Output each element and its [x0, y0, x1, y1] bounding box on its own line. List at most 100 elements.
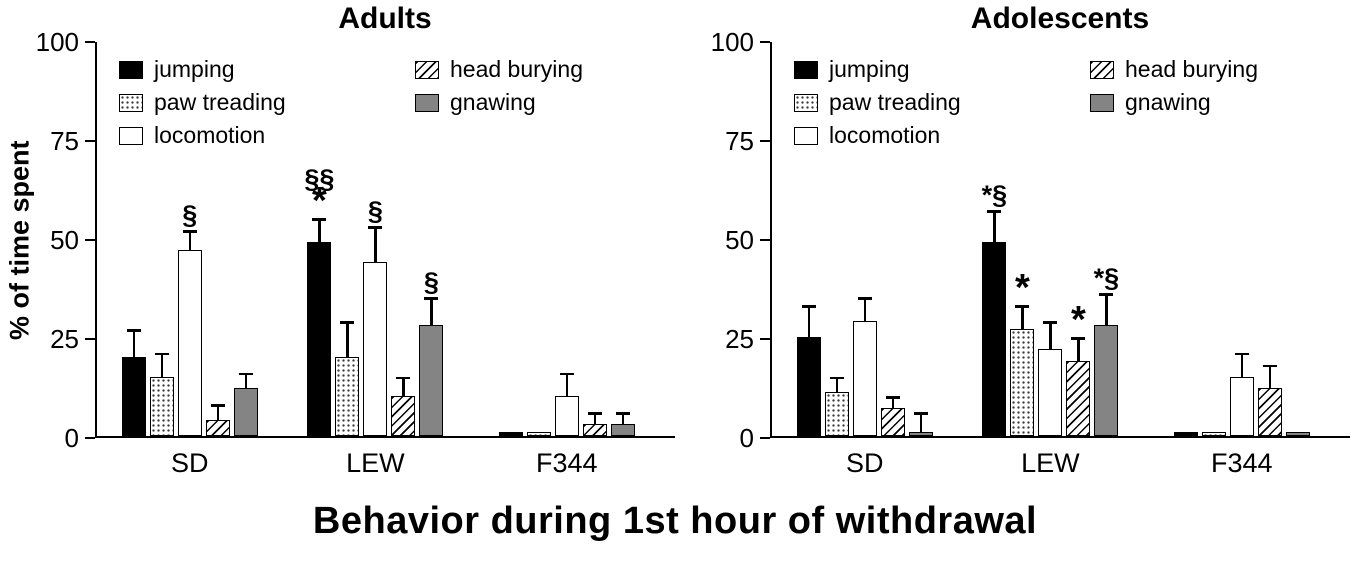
y-axis-tick	[760, 337, 770, 341]
error-bar-cap	[913, 412, 928, 415]
error-bar-cap	[1099, 293, 1114, 296]
bar-sd-locomotion	[852, 321, 877, 436]
y-axis-tick	[85, 40, 95, 44]
error-bar	[402, 376, 405, 397]
bar-sd-gnawing	[908, 432, 933, 436]
legend-item-gnawing: gnawing	[415, 89, 536, 116]
error-bar-cap	[312, 218, 327, 221]
bar-sd-paw-treading	[149, 376, 174, 436]
bar-f344-gnawing	[1285, 432, 1310, 436]
bar-lew-jumping	[307, 241, 332, 436]
paw-treading-swatch-icon	[794, 93, 818, 112]
head-burying-swatch-icon	[415, 60, 439, 79]
annotation-symbol: *	[1014, 267, 1030, 310]
y-axis-tick	[85, 436, 95, 440]
bar-lew-locomotion	[363, 261, 388, 436]
legend-label-locomotion: locomotion	[154, 122, 266, 148]
error-bar-cap	[829, 376, 844, 380]
significance-annotation: §	[345, 198, 405, 225]
head-burying-swatch-icon	[1090, 60, 1114, 79]
legend-item-head-burying: head burying	[415, 56, 583, 83]
error-bar-cap	[1043, 321, 1058, 324]
legend-item-locomotion: locomotion	[794, 122, 940, 149]
error-bar-cap	[885, 396, 900, 399]
bar-sd-jumping	[796, 337, 821, 436]
error-bar-cap	[340, 321, 355, 324]
bar-f344-jumping	[1173, 432, 1198, 436]
x-axis-label-f344: F344	[1211, 448, 1273, 478]
bar-f344-head-burying	[1257, 388, 1282, 436]
y-axis-tick-label: 50	[50, 225, 79, 255]
y-axis-tick	[760, 436, 770, 440]
legend-label-locomotion: locomotion	[829, 122, 941, 148]
bar-sd-head-burying	[880, 408, 905, 436]
error-bar-cap	[987, 210, 1002, 213]
error-bar	[430, 297, 433, 326]
bar-sd-head-burying	[205, 420, 230, 436]
error-bar-cap	[154, 352, 169, 356]
error-bar	[919, 412, 923, 433]
legend-label-jumping: jumping	[829, 56, 910, 82]
bar-lew-gnawing	[1094, 325, 1119, 436]
bar-lew-paw-treading	[335, 356, 360, 436]
error-bar	[160, 352, 164, 377]
plot-area-adolescents: 0 25 50 75 100 SD LEW *§ * * *§ F344 jumping paw trea…	[711, 27, 1350, 478]
significance-annotation: *§	[964, 180, 1024, 211]
error-bar-cap	[1262, 364, 1277, 368]
y-axis-tick-label: 75	[725, 126, 754, 156]
y-axis-tick	[85, 238, 95, 242]
legend-item-paw-treading: paw treading	[119, 89, 286, 116]
y-axis-tick	[760, 238, 770, 242]
y-axis-tick	[85, 337, 95, 341]
jumping-swatch-icon	[794, 60, 818, 79]
y-axis-tick-label: 100	[710, 27, 754, 57]
plot-area-adults: 0 25 50 75 100 SD § LEW §§ * § § F344 jumping paw trea…	[36, 27, 675, 478]
paw-treading-swatch-icon	[119, 93, 143, 112]
legend-label-gnawing: gnawing	[1125, 89, 1211, 115]
error-bar	[1105, 293, 1108, 326]
error-bar-cap	[182, 230, 197, 233]
error-bar	[188, 230, 192, 250]
error-bar-cap	[126, 329, 141, 332]
gnawing-swatch-icon	[1090, 93, 1114, 112]
error-bar	[1268, 364, 1272, 389]
annotation-symbol: §§	[304, 164, 335, 195]
error-bar	[346, 321, 349, 357]
error-bar	[132, 329, 136, 357]
bar-f344-paw-treading	[526, 432, 551, 436]
legend-label-jumping: jumping	[154, 56, 235, 82]
significance-annotation: *	[1048, 301, 1108, 339]
bar-lew-paw-treading	[1010, 329, 1035, 436]
error-bar	[891, 396, 895, 409]
error-bar-cap	[396, 376, 411, 380]
bar-lew-jumping	[982, 241, 1007, 436]
locomotion-swatch-icon	[794, 126, 818, 145]
bar-sd-gnawing	[233, 388, 258, 436]
significance-annotation: §	[401, 269, 461, 296]
error-bar	[863, 297, 867, 322]
error-bar	[374, 226, 377, 262]
x-axis-label-sd: SD	[171, 448, 209, 478]
legend-item-head-burying: head burying	[1090, 56, 1258, 83]
error-bar-cap	[1015, 305, 1030, 308]
bar-lew-gnawing	[419, 325, 444, 436]
annotation-symbol: *§	[981, 180, 1008, 211]
error-bar	[835, 376, 839, 393]
legend-item-locomotion: locomotion	[119, 122, 265, 149]
error-bar-cap	[587, 412, 602, 415]
y-axis-tick-label: 0	[739, 423, 754, 453]
annotation-symbol: *§	[1093, 263, 1120, 294]
legend-label-head-burying: head burying	[450, 56, 583, 82]
legend-item-jumping: jumping	[794, 56, 910, 83]
bar-sd-jumping	[121, 356, 146, 436]
bar-sd-locomotion	[177, 249, 202, 436]
error-bar	[1077, 337, 1080, 361]
error-bar-cap	[857, 297, 872, 300]
error-bar-cap	[424, 297, 439, 300]
bar-f344-locomotion	[554, 396, 579, 436]
error-bar	[565, 372, 569, 397]
legend-label-gnawing: gnawing	[450, 89, 536, 115]
error-bar-cap	[210, 404, 225, 407]
y-axis-tick-label: 100	[35, 27, 79, 57]
